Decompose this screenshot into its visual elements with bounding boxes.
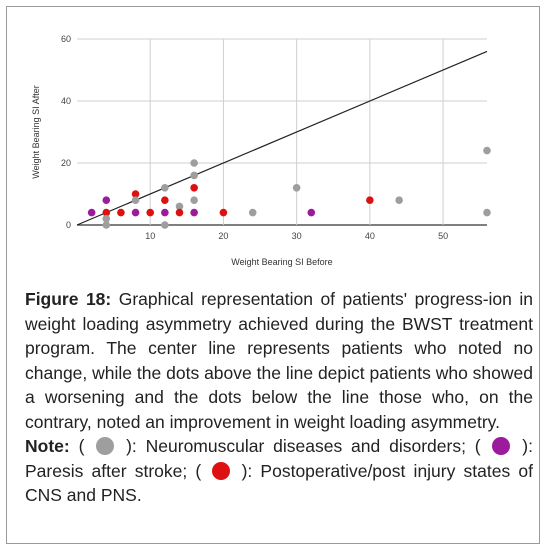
neuromuscular-legend-dot — [96, 437, 115, 455]
point-neuromuscular — [248, 208, 257, 217]
y-tick-labels: 0 20 40 60 — [61, 34, 71, 230]
point-neuromuscular — [483, 146, 491, 155]
caption-text: Graphical representation of patients' pr… — [25, 289, 533, 432]
y-tick-label: 60 — [61, 34, 71, 44]
x-tick-label: 10 — [145, 231, 155, 241]
point-neuromuscular — [292, 184, 301, 192]
figure-caption: Figure 18: Graphical representation of p… — [25, 287, 533, 508]
point-postoperative — [117, 208, 125, 217]
point-postoperative — [161, 196, 169, 204]
point-paresis — [161, 208, 169, 217]
point-postoperative — [102, 208, 111, 217]
point-paresis — [131, 208, 140, 217]
point-paresis — [87, 208, 96, 217]
point-neuromuscular — [190, 196, 198, 204]
note-text-2: ): Neuromuscular diseases and disorders;… — [117, 436, 490, 456]
point-paresis — [102, 196, 111, 204]
point-postoperative — [175, 208, 184, 217]
point-neuromuscular — [102, 221, 111, 229]
point-postoperative — [219, 208, 228, 217]
paresis-legend-dot — [492, 437, 511, 455]
point-neuromuscular — [483, 208, 491, 217]
x-tick-label: 40 — [365, 231, 375, 241]
x-tick-label: 50 — [438, 231, 448, 241]
scatter-chart: 0 20 40 60 10 20 30 40 50 Weight Bearing SI Bef… — [31, 34, 491, 267]
note-text-1: ( — [69, 436, 94, 456]
figure-frame: 0 20 40 60 10 20 30 40 50 Weight Bearing SI Bef… — [6, 6, 540, 544]
point-postoperative — [131, 190, 140, 198]
point-neuromuscular — [161, 221, 169, 229]
data-points — [87, 146, 491, 229]
note-label: Note: — [25, 436, 70, 456]
point-neuromuscular — [161, 184, 169, 192]
point-neuromuscular — [102, 215, 111, 223]
x-tick-label: 30 — [292, 231, 302, 241]
point-postoperative — [366, 196, 374, 204]
point-neuromuscular — [175, 202, 184, 211]
point-neuromuscular — [131, 196, 140, 204]
x-tick-label: 20 — [218, 231, 228, 241]
point-neuromuscular — [395, 196, 403, 204]
point-neuromuscular — [190, 159, 198, 167]
point-paresis — [190, 208, 198, 217]
no-change-line — [76, 50, 488, 226]
point-postoperative — [146, 208, 155, 217]
point-neuromuscular — [190, 171, 198, 180]
point-postoperative — [190, 184, 198, 192]
y-axis-title: Weight Bearing SI After — [31, 85, 41, 178]
figure-label: Figure 18: — [25, 289, 112, 309]
x-tick-labels: 10 20 30 40 50 — [145, 231, 448, 241]
note-text-3: ): Paresis after stroke; ( — [25, 436, 533, 481]
y-tick-label: 40 — [61, 96, 71, 106]
point-paresis — [307, 208, 316, 217]
postoperative-legend-dot — [212, 461, 231, 480]
y-tick-label: 0 — [66, 220, 71, 230]
note-text-4: ): Postoperative/post injury states of C… — [25, 460, 533, 506]
grid-lines — [77, 38, 487, 226]
x-axis-title: Weight Bearing SI Before — [231, 257, 332, 267]
y-tick-label: 20 — [61, 158, 71, 168]
